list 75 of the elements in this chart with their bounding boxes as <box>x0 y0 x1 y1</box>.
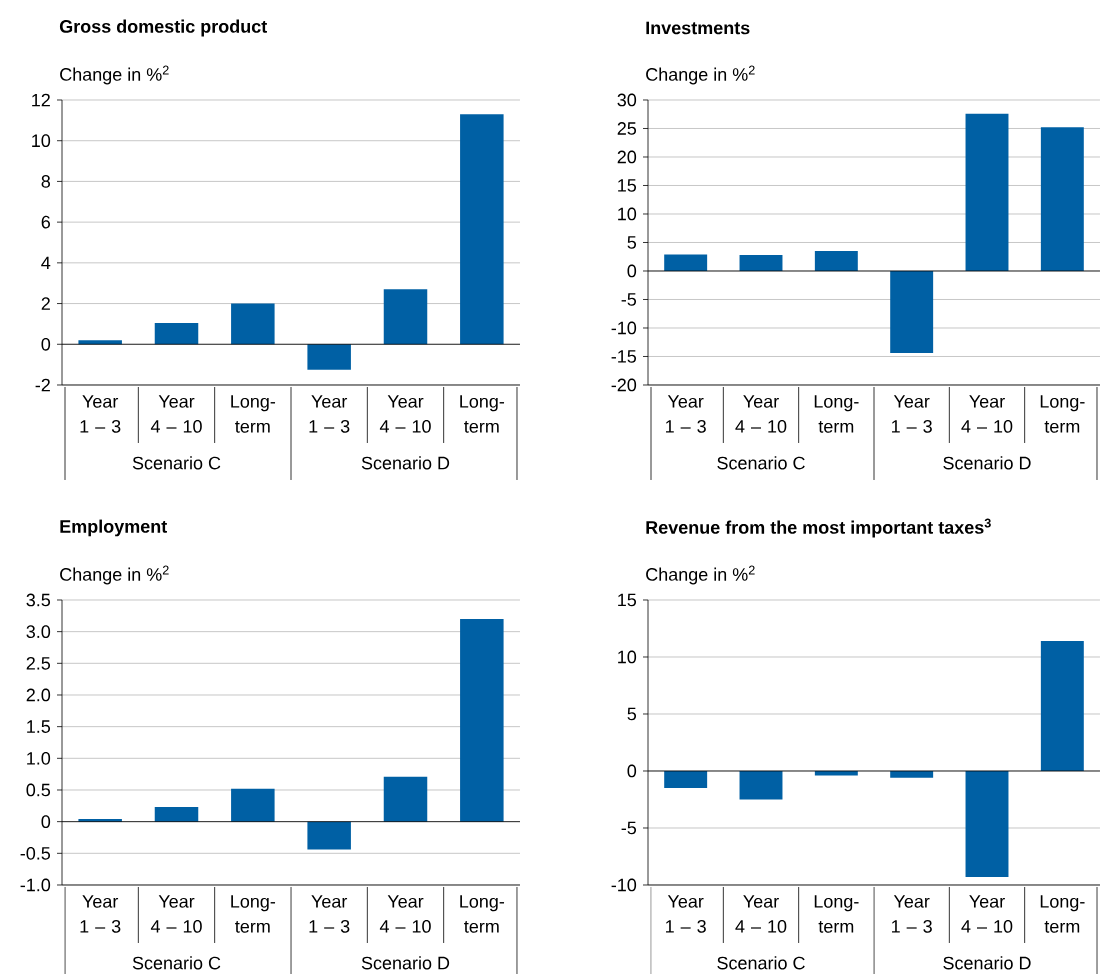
x-tick-label: Year 1 – 3 <box>666 895 706 933</box>
y-tick-label: 10 <box>618 207 637 221</box>
y-tick-label: -10 <box>611 321 637 335</box>
y-tick-label: 4 <box>41 256 51 270</box>
x-tick-label: Long-term <box>1040 895 1085 933</box>
y-tick-label: 5 <box>627 236 637 249</box>
x-tick-label: Long-term <box>1040 395 1085 433</box>
x-tick-label: Year 4 – 10 <box>961 395 1013 433</box>
x-tick-label: Year 4 – 10 <box>379 395 431 433</box>
y-tick-label: -2 <box>35 378 50 392</box>
y-tick-label: -5 <box>621 821 637 835</box>
y-axis-title: Change in %$^{2}$ <box>60 65 169 85</box>
y-tick-label: -20 <box>611 378 637 392</box>
y-tick-label: 1.5 <box>27 720 51 733</box>
x-tick-label: Year 1 – 3 <box>80 395 121 433</box>
x-tick-label: Long-term <box>231 395 276 433</box>
y-tick-label: 30 <box>617 93 637 107</box>
x-tick-label: Year 1 – 3 <box>892 895 932 933</box>
y-tick-label: 0 <box>41 815 51 829</box>
y-tick-label: 20 <box>617 150 637 164</box>
text: Scenario C <box>132 456 221 470</box>
y-tick-label: -0.5 <box>20 846 51 860</box>
x-tick-label: Long-term <box>460 395 505 433</box>
text: Scenario C <box>132 956 221 970</box>
x-tick-label: Long-term <box>814 895 859 933</box>
y-tick-label: 0 <box>41 337 51 351</box>
chart-title: Investments <box>646 21 750 35</box>
y-tick-label: 6 <box>41 215 51 229</box>
y-tick-label: 10 <box>618 650 637 664</box>
text: Scenario D <box>361 456 450 470</box>
y-axis-title: Change in %$^{2}$ <box>60 565 169 585</box>
text: Scenario D <box>943 456 1031 470</box>
x-tick-label: Year 4 – 10 <box>379 895 431 933</box>
x-tick-label: Year 4 – 10 <box>961 895 1013 933</box>
x-tick-label: Long-term <box>231 895 276 933</box>
x-tick-label: Year 1 – 3 <box>309 895 350 933</box>
y-axis-title: Change in %$^{2}$ <box>646 565 755 585</box>
y-tick-label: -10 <box>611 878 637 892</box>
y-tick-label: 0 <box>627 764 637 778</box>
y-tick-label: 3.0 <box>26 625 51 639</box>
y-tick-label: 15 <box>618 593 637 607</box>
y-axis-title: Change in %$^{2}$ <box>646 65 755 85</box>
y-tick-label: 10 <box>32 134 51 148</box>
chart-title: Revenue from the most important taxes$^{3}$ <box>646 518 991 538</box>
x-tick-label: Long-term <box>460 895 505 933</box>
y-tick-label: 2.0 <box>26 688 51 702</box>
y-tick-label: 3.5 <box>26 593 51 607</box>
x-tick-label: Year 4 – 10 <box>735 395 787 433</box>
text: Scenario D <box>943 956 1031 970</box>
y-tick-label: 8 <box>41 175 51 188</box>
chart-title: Employment <box>60 519 167 537</box>
y-tick-label: 25 <box>617 122 637 135</box>
x-tick-label: Year 4 – 10 <box>150 895 202 933</box>
text: Scenario C <box>717 956 805 970</box>
text: Scenario D <box>361 956 450 970</box>
x-tick-label: Year 1 – 3 <box>892 395 932 433</box>
x-tick-label: Year 1 – 3 <box>80 895 121 933</box>
x-tick-label: Long-term <box>814 395 859 433</box>
y-tick-label: 12 <box>32 93 50 107</box>
y-tick-label: -5 <box>621 293 637 306</box>
y-tick-label: 0 <box>627 264 637 278</box>
y-tick-label: -15 <box>611 350 637 363</box>
y-tick-label: 15 <box>618 179 637 192</box>
y-tick-label: 0.5 <box>26 783 51 797</box>
text: Scenario C <box>717 456 805 470</box>
y-tick-label: 2 <box>41 297 50 310</box>
chart-title: Gross domestic product <box>59 19 268 37</box>
y-tick-label: 2.5 <box>26 656 51 670</box>
y-tick-label: -1.0 <box>20 878 51 892</box>
y-tick-label: 5 <box>627 707 637 721</box>
y-tick-label: 1.0 <box>27 751 51 765</box>
x-tick-label: Year 1 – 3 <box>309 395 350 433</box>
x-tick-label: Year 1 – 3 <box>666 395 706 433</box>
x-tick-label: Year 4 – 10 <box>150 395 202 433</box>
x-tick-label: Year 4 – 10 <box>735 895 787 933</box>
